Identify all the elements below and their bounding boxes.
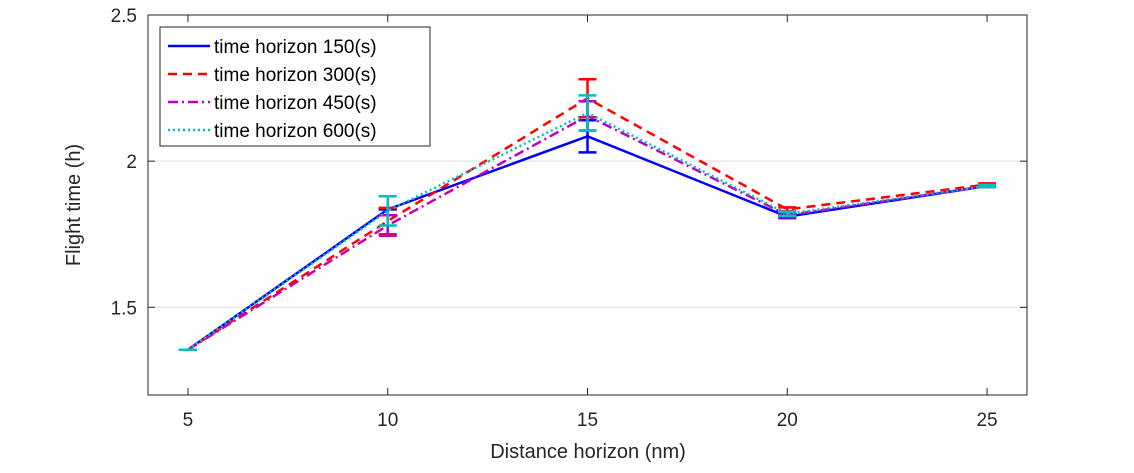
legend-item: time horizon 600(s) [168,121,377,142]
series-layer [178,78,997,351]
y-axis-label: Flight time (h) [63,144,85,266]
error-bar [178,348,197,351]
x-tick-label: 10 [377,410,398,431]
data-point [786,212,789,215]
x-tick-label: 20 [777,410,798,431]
legend: time horizon 150(s) time horizon 300(s) ti… [159,26,431,147]
legend-item: time horizon 450(s) [168,93,377,114]
error-bar [378,194,397,227]
y-tick-label: 2.5 [111,6,137,27]
error-bar [778,210,797,218]
legend-item: time horizon 300(s) [168,65,377,86]
data-point [985,184,989,188]
x-tick-label: 5 [183,410,194,431]
y-tick-label: 1.5 [111,298,137,319]
data-point [786,208,789,211]
error-bar [978,183,997,189]
error-bar [578,94,597,132]
data-point [386,209,389,213]
legend-label: time horizon 600(s) [214,121,377,142]
x-tick-label: 25 [976,410,997,431]
series-4 [178,94,997,351]
legend-label: time horizon 450(s) [214,93,377,114]
data-point [586,111,589,115]
legend-label: time horizon 150(s) [214,37,377,58]
legend-item: time horizon 150(s) [168,37,377,58]
x-tick-label: 15 [577,410,598,431]
data-point [186,348,190,351]
legend-label: time horizon 300(s) [214,65,377,86]
x-axis-label: Distance horizon (nm) [490,441,686,463]
ticks: 5 10 15 20 25 1.5 2 2.5 [111,6,1027,431]
data-point [586,135,589,138]
y-tick-label: 2 [126,152,137,173]
